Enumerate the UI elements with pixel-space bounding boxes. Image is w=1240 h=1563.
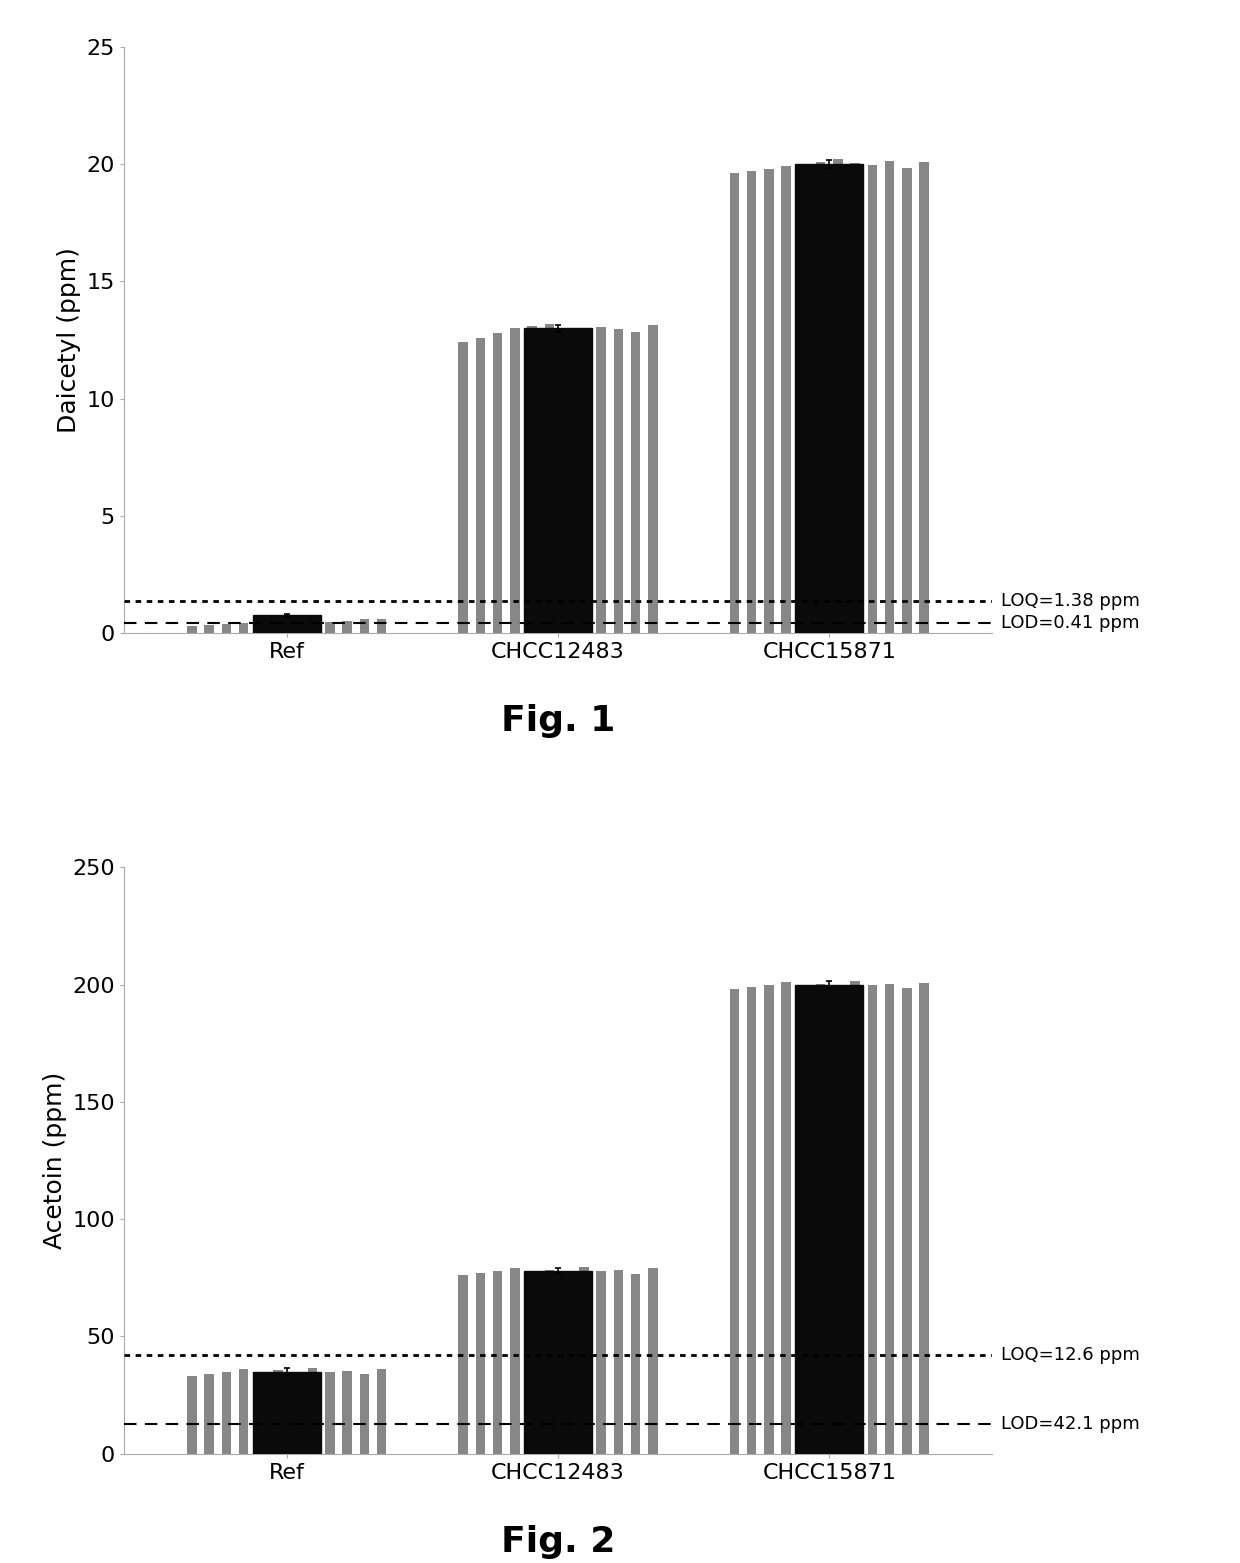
Bar xyxy=(795,985,863,1454)
Bar xyxy=(205,625,213,633)
Bar xyxy=(257,1372,265,1454)
Bar xyxy=(903,167,911,633)
Bar xyxy=(799,986,808,1454)
Bar xyxy=(649,325,657,633)
Bar xyxy=(851,163,859,633)
Bar xyxy=(885,161,894,633)
Bar xyxy=(614,1271,624,1454)
Bar xyxy=(764,985,774,1454)
Bar xyxy=(308,1368,317,1454)
Bar xyxy=(729,989,739,1454)
Bar xyxy=(579,336,589,633)
Bar xyxy=(544,1269,554,1454)
Bar xyxy=(885,985,894,1454)
Bar xyxy=(903,988,911,1454)
Bar xyxy=(919,163,929,633)
Bar xyxy=(273,1371,283,1454)
Bar xyxy=(525,328,591,633)
Bar xyxy=(459,1275,467,1454)
Bar xyxy=(222,1372,231,1454)
Bar xyxy=(325,1372,335,1454)
Bar xyxy=(187,625,197,633)
Bar xyxy=(833,988,843,1454)
Bar xyxy=(239,624,248,633)
Bar xyxy=(562,331,572,633)
Text: LOD=0.41 ppm: LOD=0.41 ppm xyxy=(1001,614,1140,633)
Bar xyxy=(187,1377,197,1454)
Y-axis label: Acetoin (ppm): Acetoin (ppm) xyxy=(43,1072,67,1249)
Bar xyxy=(833,159,843,633)
Bar xyxy=(239,1369,248,1454)
Bar xyxy=(360,1374,370,1454)
Text: Fig. 2: Fig. 2 xyxy=(501,1524,615,1558)
Bar xyxy=(205,1374,213,1454)
Bar xyxy=(525,1271,591,1454)
Bar xyxy=(868,985,877,1454)
Bar xyxy=(746,988,756,1454)
Bar xyxy=(631,1274,640,1454)
Bar xyxy=(596,327,606,633)
Bar xyxy=(476,1272,485,1454)
Bar xyxy=(377,1369,387,1454)
Bar xyxy=(342,1371,352,1454)
Bar xyxy=(459,342,467,633)
Bar xyxy=(579,1268,589,1454)
Bar xyxy=(510,328,520,633)
Bar xyxy=(816,983,826,1454)
Bar xyxy=(527,327,537,633)
Bar xyxy=(476,338,485,633)
Bar xyxy=(729,173,739,633)
Bar xyxy=(799,164,808,633)
Bar xyxy=(377,619,387,633)
Bar xyxy=(290,622,300,633)
Bar xyxy=(596,1271,606,1454)
Bar xyxy=(781,983,791,1454)
Bar xyxy=(222,624,231,633)
Bar xyxy=(492,333,502,633)
Bar xyxy=(253,616,321,633)
Bar xyxy=(764,169,774,633)
Bar xyxy=(614,330,624,633)
Bar xyxy=(562,1274,572,1454)
Text: LOD=42.1 ppm: LOD=42.1 ppm xyxy=(1001,1415,1140,1433)
Bar xyxy=(816,163,826,633)
Bar xyxy=(851,982,859,1454)
Bar xyxy=(631,331,640,633)
Bar xyxy=(868,166,877,633)
Bar xyxy=(527,1272,537,1454)
Bar xyxy=(544,324,554,633)
Y-axis label: Daicetyl (ppm): Daicetyl (ppm) xyxy=(57,247,81,433)
Bar xyxy=(795,164,863,633)
Bar xyxy=(649,1268,657,1454)
Text: LOQ=1.38 ppm: LOQ=1.38 ppm xyxy=(1001,592,1140,610)
Bar xyxy=(919,983,929,1454)
Bar xyxy=(273,622,283,633)
Bar xyxy=(290,1375,300,1454)
Bar xyxy=(360,619,370,633)
Bar xyxy=(253,1372,321,1454)
Bar xyxy=(342,621,352,633)
Text: LOQ=12.6 ppm: LOQ=12.6 ppm xyxy=(1001,1346,1140,1364)
Text: Fig. 1: Fig. 1 xyxy=(501,703,615,738)
Bar xyxy=(746,172,756,633)
Bar xyxy=(492,1271,502,1454)
Bar xyxy=(257,624,265,633)
Bar xyxy=(308,621,317,633)
Bar xyxy=(325,622,335,633)
Bar xyxy=(510,1269,520,1454)
Bar xyxy=(781,167,791,633)
